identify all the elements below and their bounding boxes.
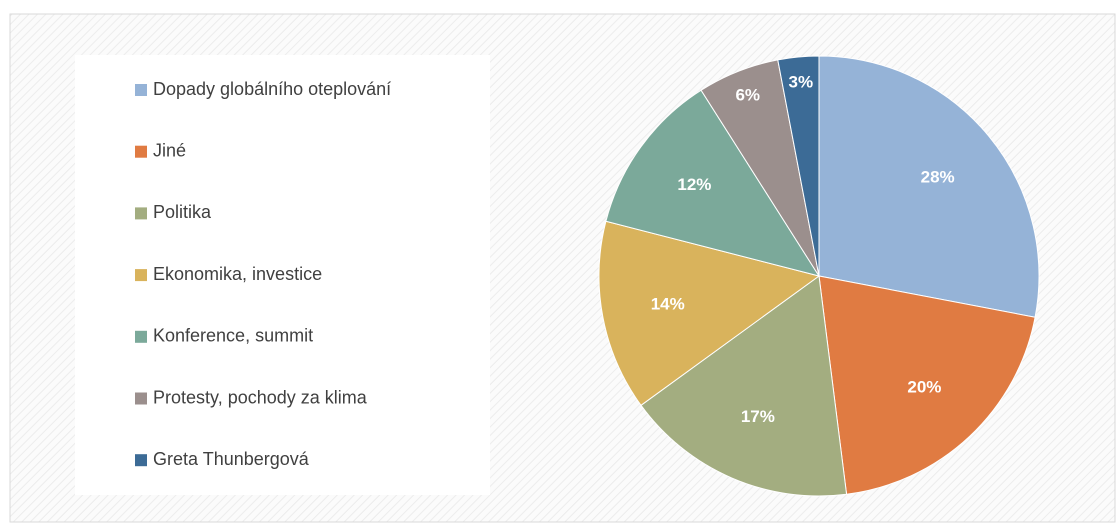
data-label: 20% bbox=[907, 378, 941, 397]
legend-swatch bbox=[135, 207, 147, 220]
pie-slice bbox=[777, 55, 820, 277]
legend-label: Protesty, pochody za klima bbox=[153, 387, 368, 407]
pie-slice bbox=[598, 220, 821, 407]
pie-slice bbox=[818, 55, 1040, 318]
legend-swatch bbox=[135, 269, 147, 282]
legend-label: Konference, summit bbox=[153, 326, 313, 346]
legend-swatch bbox=[135, 330, 147, 343]
data-label: 6% bbox=[735, 85, 760, 104]
legend-label: Greta Thunbergová bbox=[153, 449, 310, 469]
data-label: 17% bbox=[741, 407, 775, 426]
data-label: 3% bbox=[788, 73, 813, 92]
data-label: 12% bbox=[677, 175, 711, 194]
legend-label: Politika bbox=[153, 202, 212, 222]
legend-swatch bbox=[135, 392, 147, 405]
legend-swatch bbox=[135, 454, 147, 467]
legend-label: Dopady globálního oteplování bbox=[153, 79, 391, 99]
pie-slice bbox=[605, 89, 821, 277]
data-label: 14% bbox=[651, 294, 685, 313]
data-label: 28% bbox=[921, 167, 955, 186]
legend-swatch bbox=[135, 145, 147, 158]
pie-slice bbox=[818, 275, 1036, 495]
legend-label: Jiné bbox=[153, 140, 186, 160]
pie-slice bbox=[640, 275, 848, 497]
legend-swatch bbox=[135, 84, 147, 96]
legend-label: Ekonomika, investice bbox=[153, 264, 322, 284]
